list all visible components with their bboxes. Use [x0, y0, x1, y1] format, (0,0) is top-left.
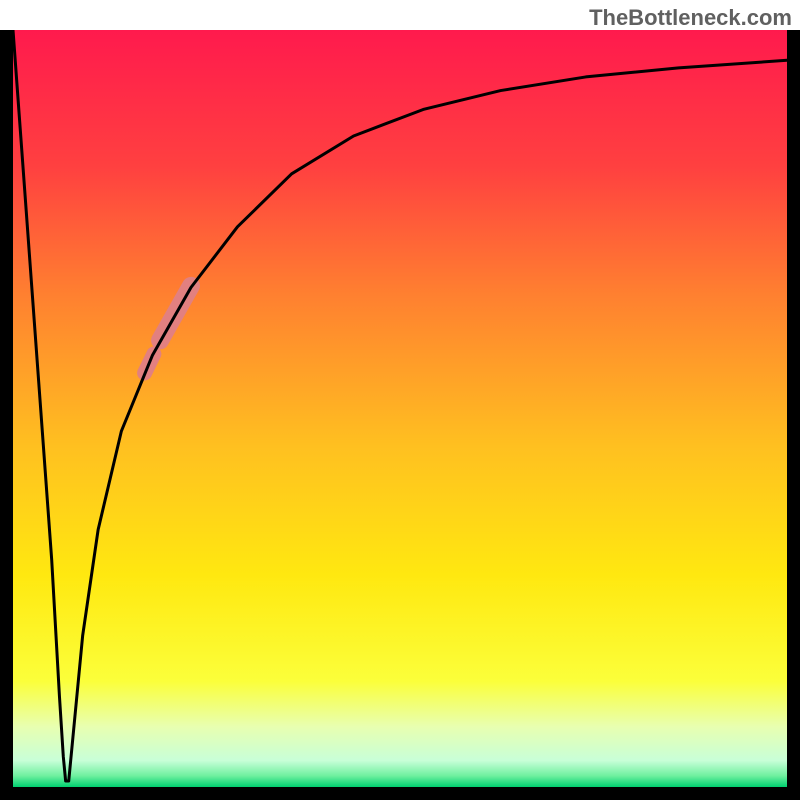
chart-svg	[0, 0, 800, 800]
axis-frame-left	[0, 30, 13, 800]
axis-frame-right	[787, 30, 800, 800]
axis-frame-bottom	[0, 787, 800, 800]
chart-container: TheBottleneck.com	[0, 0, 800, 800]
